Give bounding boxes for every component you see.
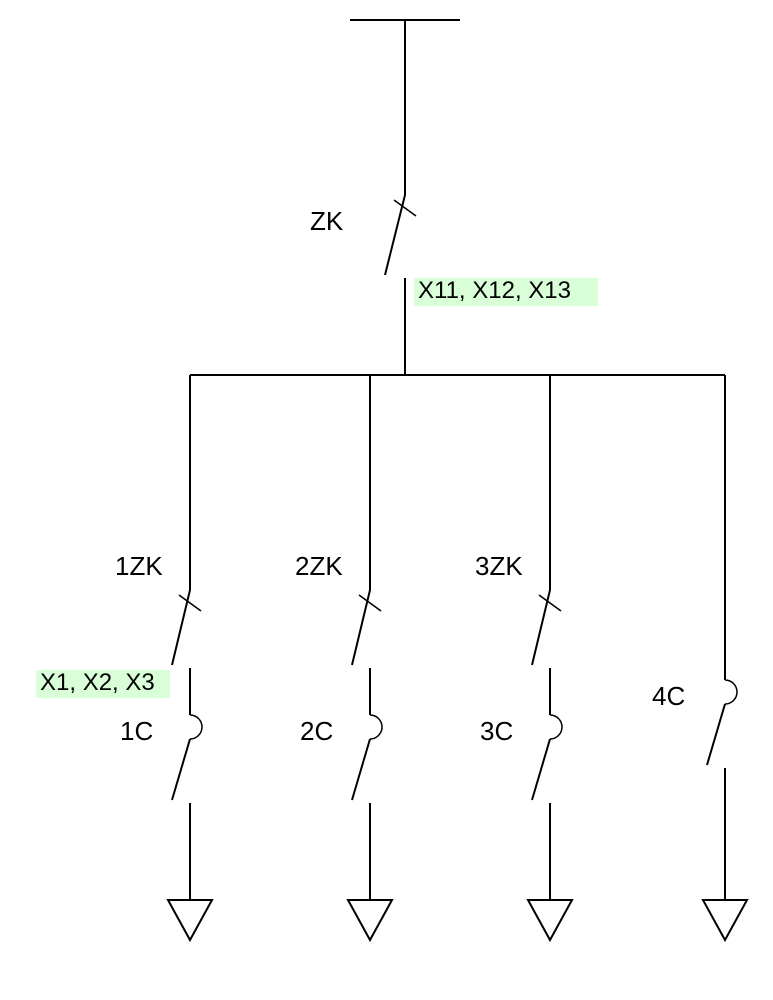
contactor-fixed-contact <box>550 715 562 739</box>
b3-zk-arm <box>532 590 550 665</box>
b1-c-arm <box>172 739 190 800</box>
contactor-fixed-contact <box>725 680 737 704</box>
arrow-head <box>348 900 392 940</box>
b2-zk-label: 2ZK <box>295 551 343 581</box>
b1-zk-tick <box>179 595 201 611</box>
contactor-fixed-contact <box>370 715 382 739</box>
contactor-fixed-contact <box>190 715 202 739</box>
arrow-head <box>528 900 572 940</box>
b4-c-label: 4C <box>652 681 685 711</box>
b2-c-label: 2C <box>300 716 333 746</box>
zk-tick <box>394 200 416 216</box>
b3-c-arm <box>532 739 550 800</box>
b3-c-label: 3C <box>480 716 513 746</box>
node-label-x11: X11, X12, X13 <box>418 277 571 304</box>
single-line-diagram: ZK X11, X12, X13 1ZK 1C X1, X2, X3 2ZK 2C 3ZK 3C… <box>0 0 773 1000</box>
arrow-head <box>703 900 747 940</box>
b2-zk-arm <box>352 590 370 665</box>
arrow-head <box>168 900 212 940</box>
b2-c-arm <box>352 739 370 800</box>
zk-arm <box>385 195 405 275</box>
b1-c-label: 1C <box>120 716 153 746</box>
b3-zk-tick <box>539 595 561 611</box>
b1-zk-label: 1ZK <box>115 551 163 581</box>
b4-c-arm <box>707 704 725 765</box>
b1-zk-arm <box>172 590 190 665</box>
b2-zk-tick <box>359 595 381 611</box>
b3-zk-label: 3ZK <box>475 551 523 581</box>
b1-node-label: X1, X2, X3 <box>40 669 155 696</box>
zk-label: ZK <box>310 206 344 236</box>
